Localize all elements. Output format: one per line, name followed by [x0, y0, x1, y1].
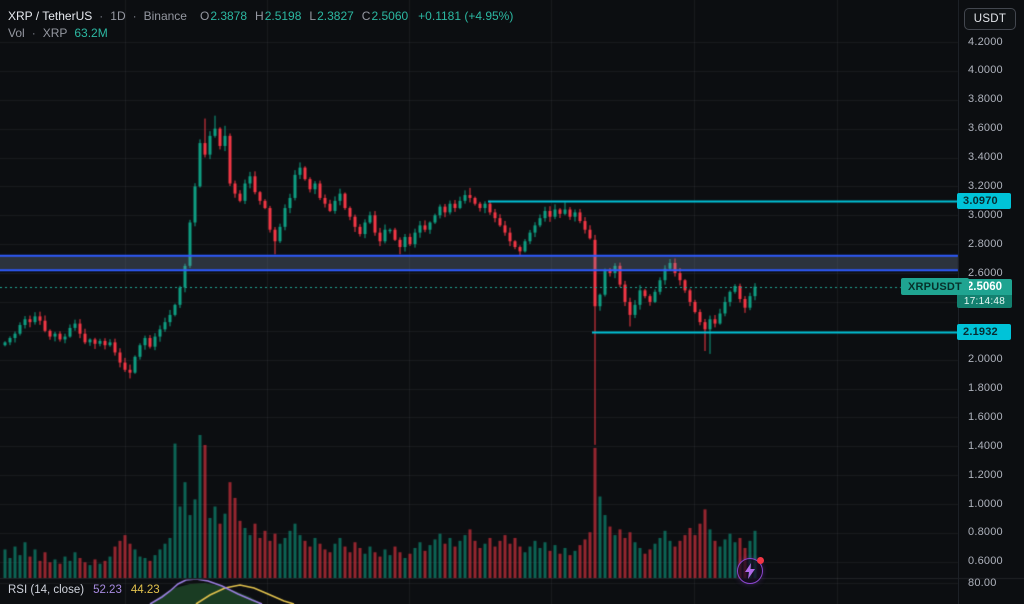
rsi-value: 52.23 — [93, 584, 122, 596]
price-tick-label: 3.0000 — [968, 208, 1003, 221]
exchange-label: Binance — [143, 9, 187, 23]
support-price-tag[interactable]: 2.1932 — [957, 323, 1011, 340]
volume-value: 63.2M — [74, 26, 108, 40]
quick-trade-button[interactable] — [737, 557, 764, 584]
price-tick-label: 1.4000 — [968, 439, 1003, 452]
price-tick-label: 3.4000 — [968, 151, 1003, 164]
price-tick-label: 4.2000 — [968, 35, 1003, 48]
legend-separator: · — [31, 26, 36, 40]
last-price-value: 2.5060 — [957, 278, 1012, 295]
price-tick-label: 1.2000 — [968, 468, 1003, 481]
price-tick-label: 2.6000 — [968, 266, 1003, 279]
price-tick-label: 1.8000 — [968, 382, 1003, 395]
price-tick-label: 0.8000 — [968, 526, 1003, 539]
currency-toggle-button[interactable]: USDT — [964, 8, 1016, 30]
bar-countdown: 17:14:48 — [957, 294, 1012, 308]
close-value: 2.5060 — [371, 9, 409, 23]
change-value: +0.1181 (+4.95%) — [418, 9, 514, 23]
price-tick-label: 1.6000 — [968, 410, 1003, 423]
legend-separator: · — [132, 9, 137, 23]
low-value: 2.3827 — [317, 9, 354, 23]
price-tick-label: 1.0000 — [968, 497, 1003, 510]
symbol-price-line-tag: XRPUSDT — [901, 278, 969, 296]
rsi-ma-value: 44.23 — [130, 584, 160, 596]
interval-label[interactable]: 1D — [110, 9, 126, 23]
close-label: C — [361, 9, 371, 23]
open-value: 2.3878 — [210, 9, 248, 23]
high-value: 2.5198 — [264, 9, 302, 23]
low-label: L — [309, 9, 317, 23]
legend-separator: · — [99, 9, 104, 23]
ohlc-values: O 2.3878 H 2.5198 L 2.3827 C 2.5060 +0.1181 … — [200, 8, 513, 25]
price-tick-label: 2.0000 — [968, 353, 1003, 366]
price-tick-label: 4.0000 — [968, 64, 1003, 77]
lightning-icon — [745, 563, 755, 579]
high-label: H — [255, 9, 264, 23]
volume-label: Vol — [8, 26, 25, 40]
rsi-label: RSI (14, close) — [8, 584, 85, 596]
symbol-title[interactable]: XRP / TetherUS — [8, 9, 93, 23]
price-axis[interactable]: USDT 4.2000 4.0000 3.8000 3.6000 3.4000 3.200… — [958, 0, 1024, 604]
last-price-tag: 2.5060 17:14:48 — [957, 278, 1012, 308]
open-label: O — [199, 9, 210, 23]
resistance-price-tag[interactable]: 3.0970 — [957, 193, 1011, 210]
notification-dot — [757, 557, 764, 564]
rsi-tick-label: 80.00 — [968, 576, 997, 589]
price-tick-label: 3.8000 — [968, 93, 1003, 106]
rsi-legend-row[interactable]: RSI (14, close) 52.23 44.23 — [8, 584, 160, 596]
price-tick-label: 2.8000 — [968, 237, 1003, 250]
price-tick-label: 3.6000 — [968, 122, 1003, 135]
price-tick-label: 0.6000 — [968, 555, 1003, 568]
price-tick-label: 3.2000 — [968, 179, 1003, 192]
volume-unit: XRP — [42, 26, 68, 40]
volume-legend-row[interactable]: Vol · XRP 63.2M — [8, 25, 513, 42]
